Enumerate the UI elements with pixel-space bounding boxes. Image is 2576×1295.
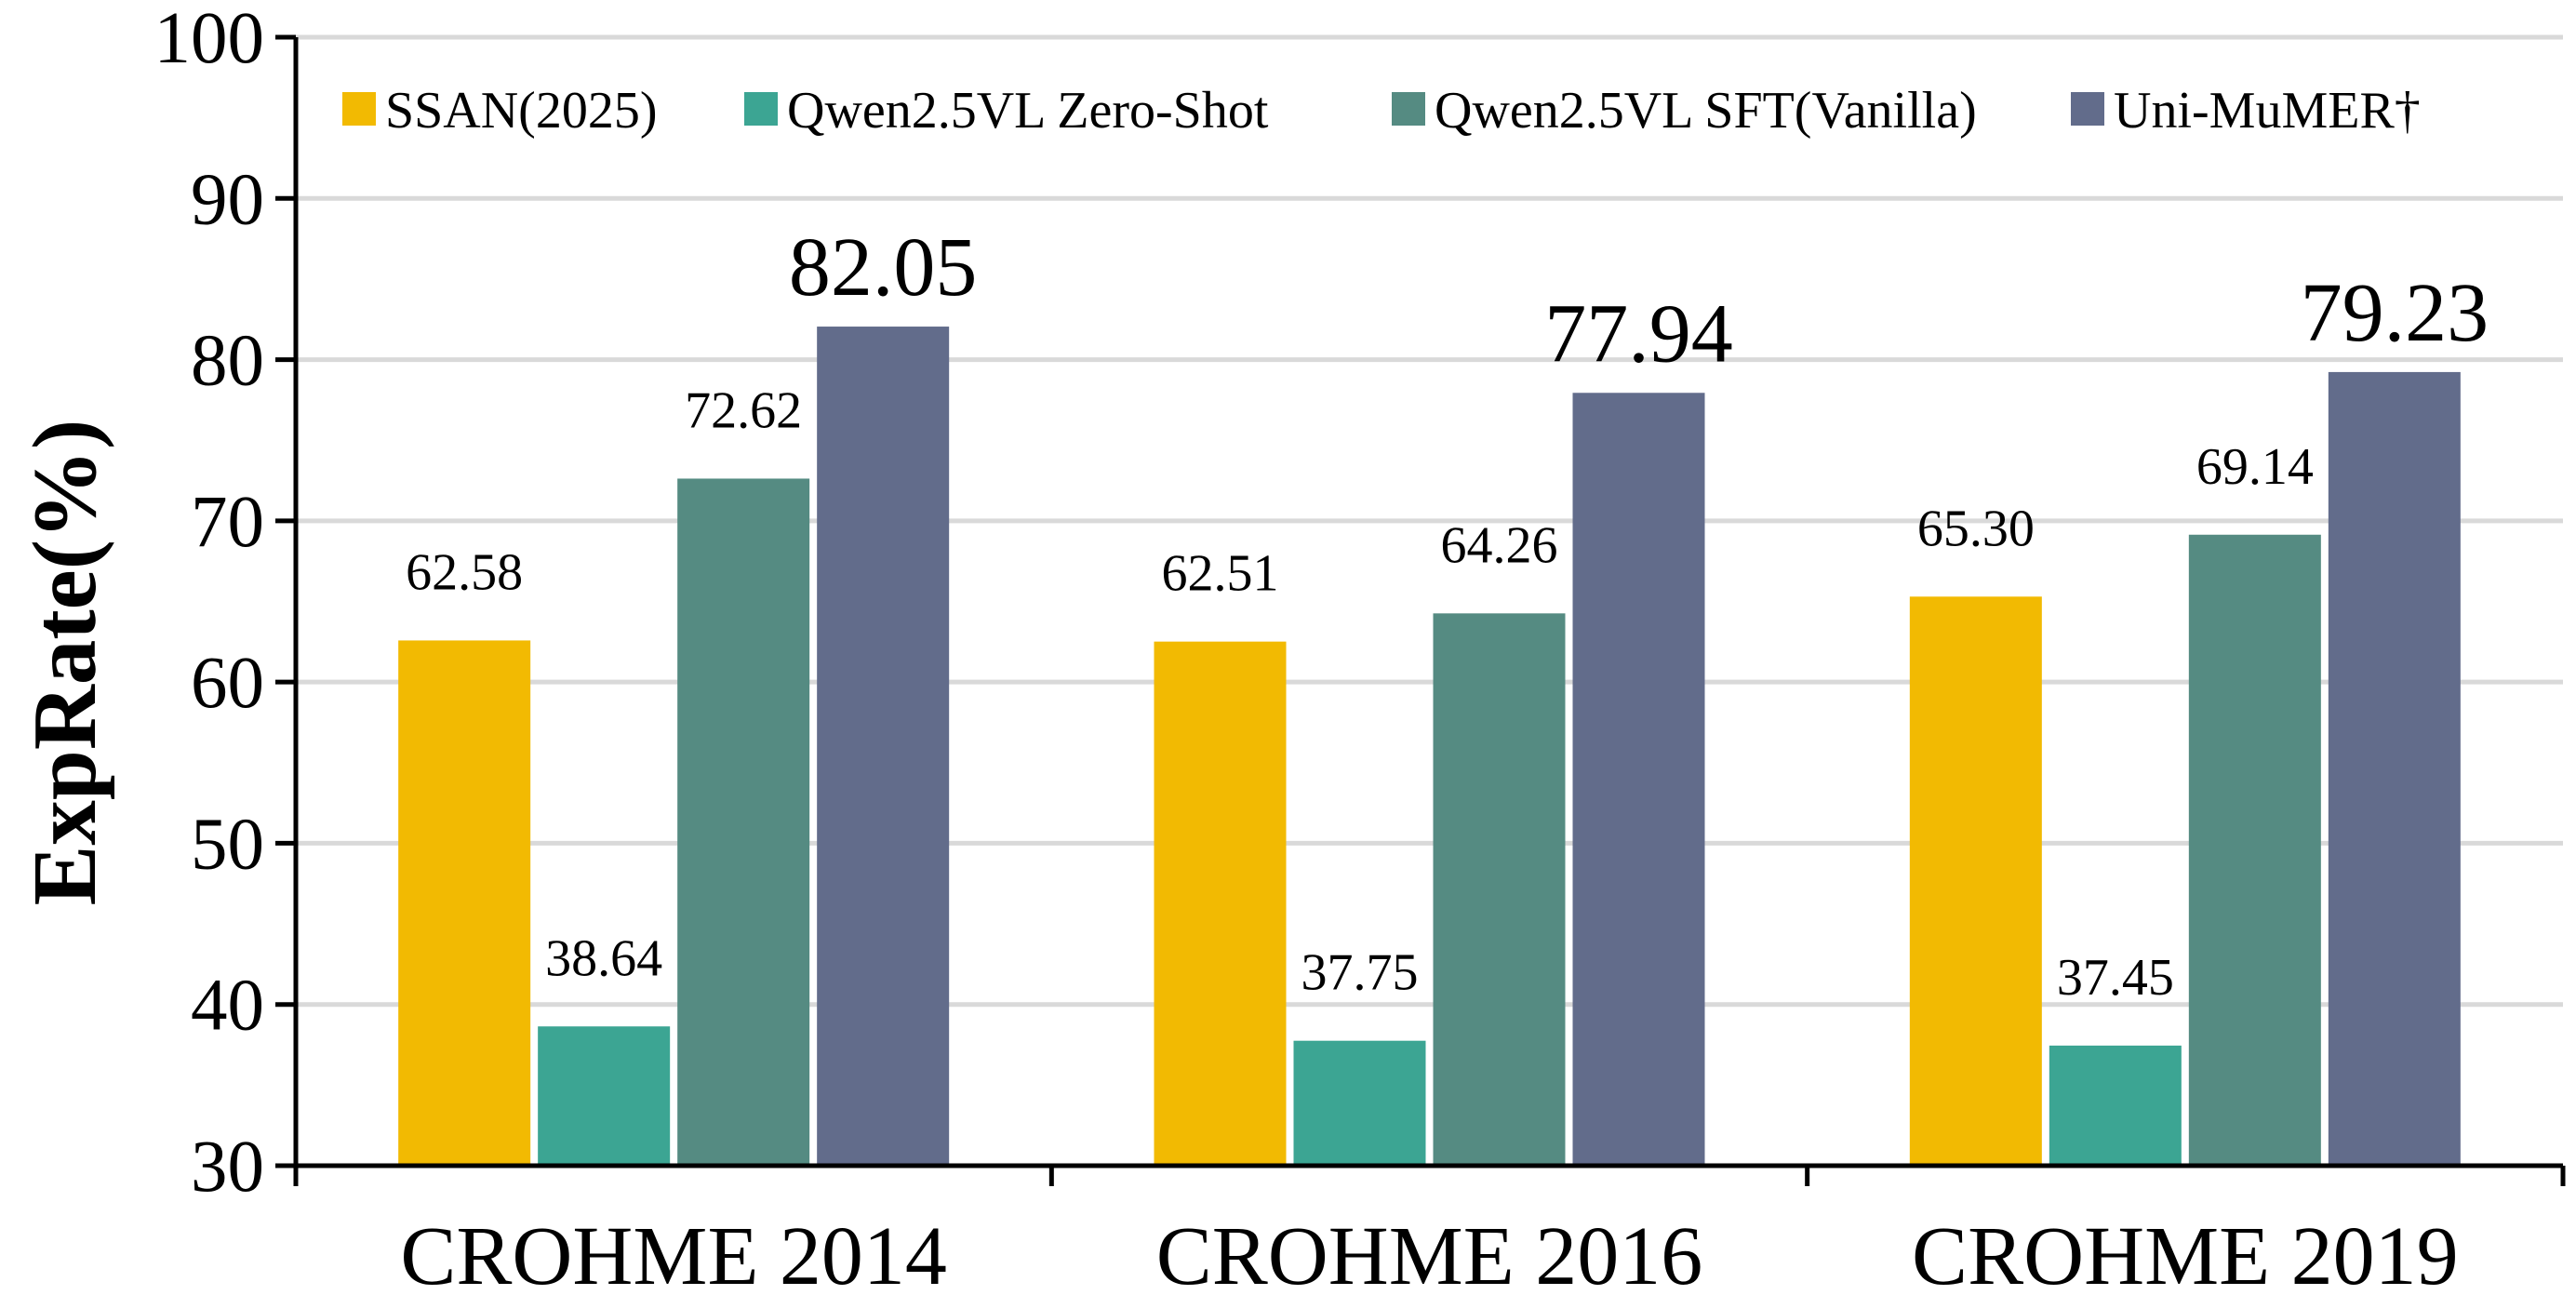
y-tick-labels: 30 40 50 60 70 80 90 100 xyxy=(154,0,265,1208)
legend-label: Uni-MuMER† xyxy=(2114,82,2421,140)
data-label: 77.94 xyxy=(1544,287,1733,380)
axes xyxy=(275,34,2566,1186)
y-tick-label: 60 xyxy=(191,643,264,724)
bar-uni-mumer--1 xyxy=(1572,393,1705,1166)
bar-uni-mumer--2 xyxy=(2328,371,2461,1166)
data-label: 69.14 xyxy=(2196,438,2314,496)
bar-qwen2-5vl-sft-vanilla--1 xyxy=(1433,613,1566,1166)
data-label: 38.64 xyxy=(545,929,662,987)
legend-item: Qwen2.5VL Zero-Shot xyxy=(744,82,1269,140)
data-label: 62.51 xyxy=(1162,545,1279,603)
legend-item: Qwen2.5VL SFT(Vanilla) xyxy=(1392,82,1977,140)
legend-swatch xyxy=(342,92,376,126)
y-tick-label: 40 xyxy=(191,966,264,1047)
data-label: 79.23 xyxy=(2301,267,2489,359)
data-label: 37.45 xyxy=(2057,949,2174,1007)
y-tick-label: 100 xyxy=(154,0,265,79)
data-label: 65.30 xyxy=(1917,500,2035,557)
data-label: 37.75 xyxy=(1301,944,1419,1002)
x-category-label: CROHME 2014 xyxy=(400,1210,947,1295)
data-label: 62.58 xyxy=(406,543,523,601)
legend-label: SSAN(2025) xyxy=(385,82,657,140)
legend: SSAN(2025) Qwen2.5VL Zero-Shot Qwen2.5VL S… xyxy=(342,82,2421,140)
data-label: 82.05 xyxy=(789,221,978,314)
y-tick-label: 30 xyxy=(191,1127,264,1208)
bar-qwen2-5vl-sft-vanilla--2 xyxy=(2188,534,2321,1166)
legend-item: Uni-MuMER† xyxy=(2071,82,2421,140)
legend-label: Qwen2.5VL SFT(Vanilla) xyxy=(1435,82,1977,140)
legend-item: SSAN(2025) xyxy=(342,82,657,140)
bar-qwen2-5vl-zero-shot-1 xyxy=(1293,1040,1426,1166)
data-label: 64.26 xyxy=(1441,516,1558,574)
y-tick-label: 50 xyxy=(191,804,264,885)
legend-label: Qwen2.5VL Zero-Shot xyxy=(787,82,1269,140)
bar-ssan-2025--0 xyxy=(398,640,531,1166)
bar-qwen2-5vl-zero-shot-0 xyxy=(538,1026,671,1166)
y-tick-label: 80 xyxy=(191,321,264,402)
x-category-label: CROHME 2016 xyxy=(1156,1210,1703,1295)
bar-qwen2-5vl-sft-vanilla--0 xyxy=(677,478,810,1166)
data-label: 72.62 xyxy=(685,381,802,439)
legend-swatch xyxy=(744,92,778,126)
x-category-label: CROHME 2019 xyxy=(1912,1210,2459,1295)
y-tick-label: 90 xyxy=(191,159,264,240)
data-labels: 62.58 38.64 72.62 82.05 62.51 37.75 64.26 77.94… xyxy=(406,221,2489,1007)
legend-swatch xyxy=(1392,92,1425,126)
x-category-labels: CROHME 2014 CROHME 2016 CROHME 2019 xyxy=(400,1210,2458,1295)
y-tick-label: 70 xyxy=(191,482,264,563)
bars xyxy=(398,327,2461,1166)
bar-ssan-2025--2 xyxy=(1909,596,2042,1166)
legend-swatch xyxy=(2071,92,2104,126)
y-axis-title: ExpRate(%) xyxy=(15,420,114,906)
bar-qwen2-5vl-zero-shot-2 xyxy=(2049,1045,2182,1166)
bar-uni-mumer--0 xyxy=(817,327,950,1166)
bar-ssan-2025--1 xyxy=(1154,641,1287,1166)
gridlines xyxy=(296,34,2563,1008)
